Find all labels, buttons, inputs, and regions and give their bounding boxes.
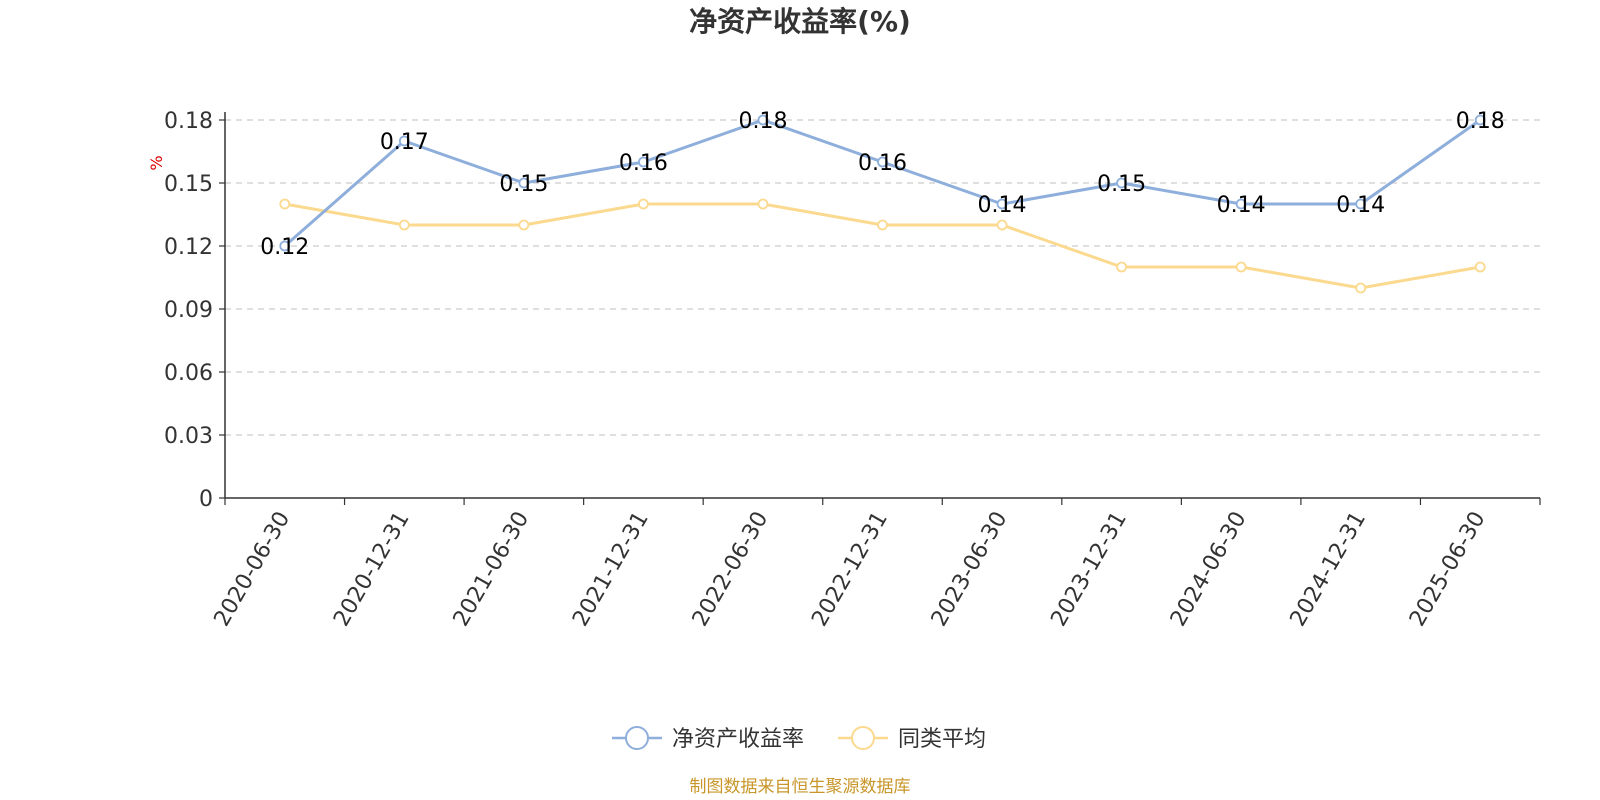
legend-label: 同类平均 bbox=[898, 727, 986, 752]
data-point[interactable] bbox=[398, 219, 410, 231]
legend-item[interactable]: 同类平均 bbox=[838, 726, 986, 752]
x-tick-label: 2022-06-30 bbox=[688, 508, 774, 631]
data-point[interactable] bbox=[757, 198, 769, 210]
data-point[interactable] bbox=[757, 114, 769, 126]
data-point[interactable] bbox=[1116, 177, 1127, 189]
data-point[interactable] bbox=[877, 219, 888, 231]
x-tick-label: 2023-12-31 bbox=[1046, 508, 1132, 631]
y-axis-label: % bbox=[147, 155, 166, 170]
x-tick-label: 2024-06-30 bbox=[1166, 508, 1252, 631]
series-line bbox=[284, 202, 1481, 290]
legend[interactable]: 净资产收益率 同类平均 bbox=[612, 726, 986, 752]
data-label: 0.15 bbox=[1097, 172, 1146, 197]
data-point[interactable] bbox=[877, 156, 888, 168]
chart-title: 净资产收益率(%) bbox=[689, 5, 911, 38]
x-tick-label: 2024-12-31 bbox=[1285, 508, 1371, 631]
data-point[interactable] bbox=[1235, 261, 1247, 273]
data-point[interactable] bbox=[1116, 261, 1127, 273]
y-tick-label: 0.09 bbox=[164, 298, 213, 323]
data-point[interactable] bbox=[279, 198, 291, 210]
data-point[interactable] bbox=[1355, 282, 1367, 294]
x-tick-label: 2023-06-30 bbox=[927, 507, 1013, 630]
data-point[interactable] bbox=[638, 198, 649, 210]
data-label: 0.15 bbox=[499, 172, 548, 197]
data-point[interactable] bbox=[279, 240, 291, 252]
y-tick-label: 0.18 bbox=[164, 109, 213, 134]
y-tick-label: 0 bbox=[199, 487, 213, 512]
data-point[interactable] bbox=[1474, 261, 1486, 273]
x-tick-label: 2021-12-31 bbox=[568, 508, 654, 631]
axes: 0 0.03 0.06 0.09 0.12 0.15 0.18 2020-06-30 2020-… bbox=[164, 109, 1541, 631]
data-point[interactable] bbox=[518, 177, 530, 189]
x-tick-label: 2020-06-30 bbox=[210, 508, 296, 631]
data-point[interactable] bbox=[1235, 198, 1247, 210]
data-point[interactable] bbox=[996, 219, 1008, 231]
data-label: 0.18 bbox=[738, 109, 787, 134]
series-group bbox=[279, 114, 1486, 294]
source-note: 制图数据来自恒生聚源数据库 bbox=[690, 777, 911, 797]
y-tick-label: 0.06 bbox=[164, 361, 213, 386]
y-tick-label: 0.03 bbox=[164, 424, 213, 449]
data-label: 0.14 bbox=[978, 193, 1027, 218]
x-tick-label: 2025-06-30 bbox=[1405, 508, 1491, 631]
legend-item[interactable]: 净资产收益率 bbox=[612, 726, 804, 752]
data-label: 0.12 bbox=[260, 235, 309, 260]
data-label: 0.14 bbox=[1336, 193, 1385, 218]
x-tick-label: 2022-12-31 bbox=[807, 508, 893, 631]
legend-circle-icon bbox=[625, 726, 649, 750]
data-point[interactable] bbox=[398, 135, 410, 147]
x-tick-label: 2021-06-30 bbox=[449, 508, 535, 631]
data-labels: 0.12 0.17 0.15 0.16 0.18 0.16 0.14 0.15 0.14 0.14… bbox=[260, 109, 1504, 260]
data-point[interactable] bbox=[1474, 114, 1486, 126]
y-tick-label: 0.15 bbox=[164, 172, 213, 197]
data-point[interactable] bbox=[996, 198, 1008, 210]
data-label: 0.18 bbox=[1456, 109, 1505, 134]
legend-label: 净资产收益率 bbox=[672, 727, 804, 752]
y-tick-label: 0.12 bbox=[164, 235, 213, 260]
x-tick-label: 2020-12-31 bbox=[329, 508, 415, 631]
data-point[interactable] bbox=[638, 156, 649, 168]
data-point[interactable] bbox=[1355, 198, 1367, 210]
data-label: 0.17 bbox=[380, 130, 429, 155]
data-label: 0.16 bbox=[619, 151, 668, 176]
data-label: 0.14 bbox=[1217, 193, 1266, 218]
data-label: 0.16 bbox=[858, 151, 907, 176]
legend-circle-icon bbox=[851, 726, 875, 750]
data-point[interactable] bbox=[518, 219, 530, 231]
